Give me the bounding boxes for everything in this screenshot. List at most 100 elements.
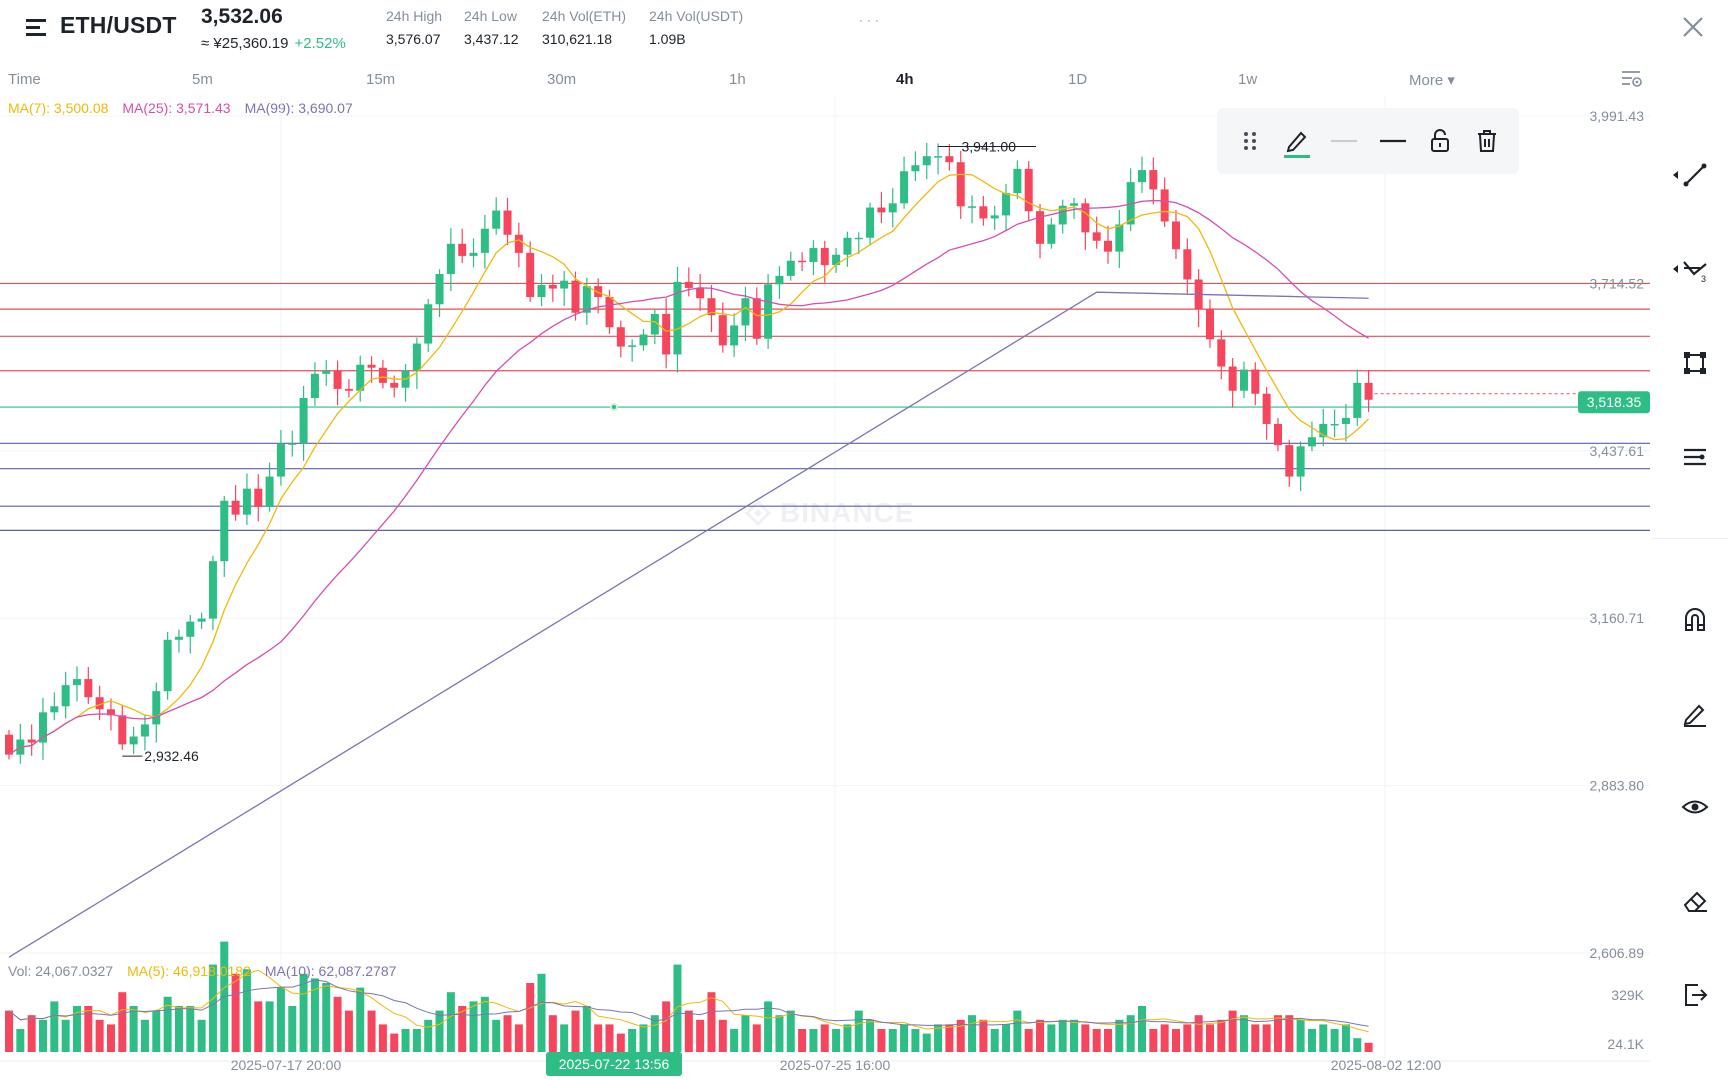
trend-line-icon[interactable] — [1680, 160, 1710, 190]
binance-logo-icon — [745, 500, 771, 526]
volume-bar — [1341, 1024, 1350, 1052]
menu-icon[interactable] — [26, 17, 48, 39]
rectangle-icon[interactable] — [1680, 348, 1710, 378]
exit-icon[interactable] — [1680, 980, 1710, 1010]
volume-bar — [492, 1019, 501, 1052]
candle-body — [5, 734, 13, 755]
volume-bar — [594, 1024, 603, 1052]
candle-body — [854, 237, 863, 240]
volume-bar — [1070, 1019, 1079, 1052]
volume-bar — [367, 1010, 376, 1052]
volume-bars — [5, 941, 1373, 1052]
volume-bar — [1149, 1029, 1158, 1052]
tf-1d[interactable]: 1D — [1068, 71, 1088, 88]
volume-bar — [854, 1010, 863, 1052]
pencil-icon[interactable] — [1284, 128, 1310, 154]
volume-bar — [129, 1006, 138, 1052]
tf-time[interactable]: Time — [8, 71, 41, 88]
volume-ma-lines — [8, 969, 1369, 1033]
tf-1w[interactable]: 1w — [1238, 71, 1258, 88]
volume-bar — [775, 1015, 784, 1052]
candle-body — [1285, 445, 1294, 477]
candle-body — [118, 715, 127, 745]
volume-bar — [662, 1001, 671, 1052]
stat-label: 24h Low — [464, 8, 517, 24]
vol-label: Vol: 24,067.0327 — [8, 963, 114, 979]
volume-bar — [650, 1015, 659, 1052]
candle-body — [1330, 423, 1339, 426]
volume-bar — [1171, 1029, 1180, 1052]
tf-1h[interactable]: 1h — [729, 71, 746, 88]
price-chart[interactable]: 3,991.43 3,714.52 3,437.61 3,160.71 2,883.80… — [0, 96, 1650, 1080]
volume-bar — [1239, 1015, 1248, 1052]
volume-bar — [503, 1015, 512, 1052]
candle-body — [322, 370, 331, 374]
stat-24h-vol-usdt: 24h Vol(USDT) 1.09B — [649, 8, 743, 47]
volume-bar — [446, 992, 455, 1052]
volume-bar — [945, 1024, 954, 1052]
more-dots-icon[interactable]: ··· — [858, 10, 882, 30]
low-marker-label: 2,932.46 — [144, 748, 199, 764]
volume-bar — [1307, 1029, 1316, 1052]
candle-body — [1047, 224, 1056, 244]
volume-ma5-line — [8, 969, 1369, 1033]
volume-bar — [605, 1024, 614, 1052]
tf-30m[interactable]: 30m — [547, 71, 577, 88]
trash-icon[interactable] — [1474, 128, 1500, 154]
candle-body — [265, 476, 274, 507]
volume-bar — [979, 1019, 988, 1052]
thick-line-icon[interactable] — [1380, 128, 1406, 154]
candle-body — [537, 284, 546, 298]
volume-bar — [911, 1029, 920, 1052]
ma99-label: MA(99): 3,690.07 — [244, 100, 353, 116]
ma-legend: MA(7): 3,500.08 MA(25): 3,571.43 MA(99): 3… — [8, 100, 367, 116]
candle-body — [1251, 369, 1260, 394]
volume-bar — [718, 1019, 727, 1052]
volume-tick-label: 329K — [1611, 987, 1644, 1003]
volume-bar — [174, 1006, 183, 1052]
chart-settings-icon[interactable] — [1620, 68, 1644, 90]
candle-body — [1319, 423, 1328, 438]
volume-bar — [696, 1019, 705, 1052]
expand-arrow-icon[interactable] — [1672, 160, 1680, 190]
candle-body — [1149, 170, 1158, 190]
magnet-icon[interactable] — [1680, 604, 1710, 634]
watermark: BINANCE — [780, 497, 915, 528]
drag-handle-icon[interactable] — [1237, 128, 1263, 154]
pair-title[interactable]: ETH/USDT — [60, 12, 177, 38]
x-tick-label: 2025-08-02 12:00 — [1331, 1057, 1442, 1073]
candle-body — [934, 156, 943, 158]
candle-body — [1002, 193, 1011, 216]
tf-4h[interactable]: 4h — [896, 71, 914, 88]
close-icon[interactable] — [1680, 14, 1706, 40]
volume-bar — [560, 1024, 569, 1052]
candle-body — [38, 712, 47, 743]
drawn-horizontal-lines — [0, 282, 1650, 531]
candle-body — [582, 286, 591, 313]
current-price-label: 3,518.35 — [1587, 394, 1642, 410]
candle-body — [1171, 221, 1180, 250]
tf-15m[interactable]: 15m — [366, 71, 396, 88]
sidebar-divider — [1652, 538, 1728, 539]
tf-5m[interactable]: 5m — [192, 71, 213, 88]
volume-bar — [673, 964, 682, 1052]
y-tick-label: 2,883.80 — [1590, 778, 1645, 794]
unlock-icon[interactable] — [1427, 128, 1453, 154]
pen-icon[interactable] — [1680, 698, 1710, 728]
candle-body — [809, 248, 818, 262]
drawing-toolbar — [1217, 108, 1519, 174]
volume-bar — [27, 1015, 36, 1052]
eraser-icon[interactable] — [1680, 886, 1710, 916]
vol-ma5-label: MA(5): 46,918.0182 — [127, 963, 251, 979]
thin-line-icon[interactable] — [1331, 128, 1357, 154]
candle-body — [1262, 393, 1271, 424]
candle-body — [616, 327, 625, 347]
candle-body — [469, 252, 478, 256]
stat-value: 3,576.07 — [386, 31, 441, 47]
eye-icon[interactable] — [1680, 792, 1710, 822]
expand-arrow-icon[interactable] — [1672, 254, 1680, 284]
volume-bar — [877, 1029, 886, 1052]
fib-icon[interactable] — [1680, 442, 1710, 472]
multi-line-icon[interactable]: 3 — [1680, 254, 1710, 284]
tf-more[interactable]: More ▾ — [1409, 72, 1455, 89]
